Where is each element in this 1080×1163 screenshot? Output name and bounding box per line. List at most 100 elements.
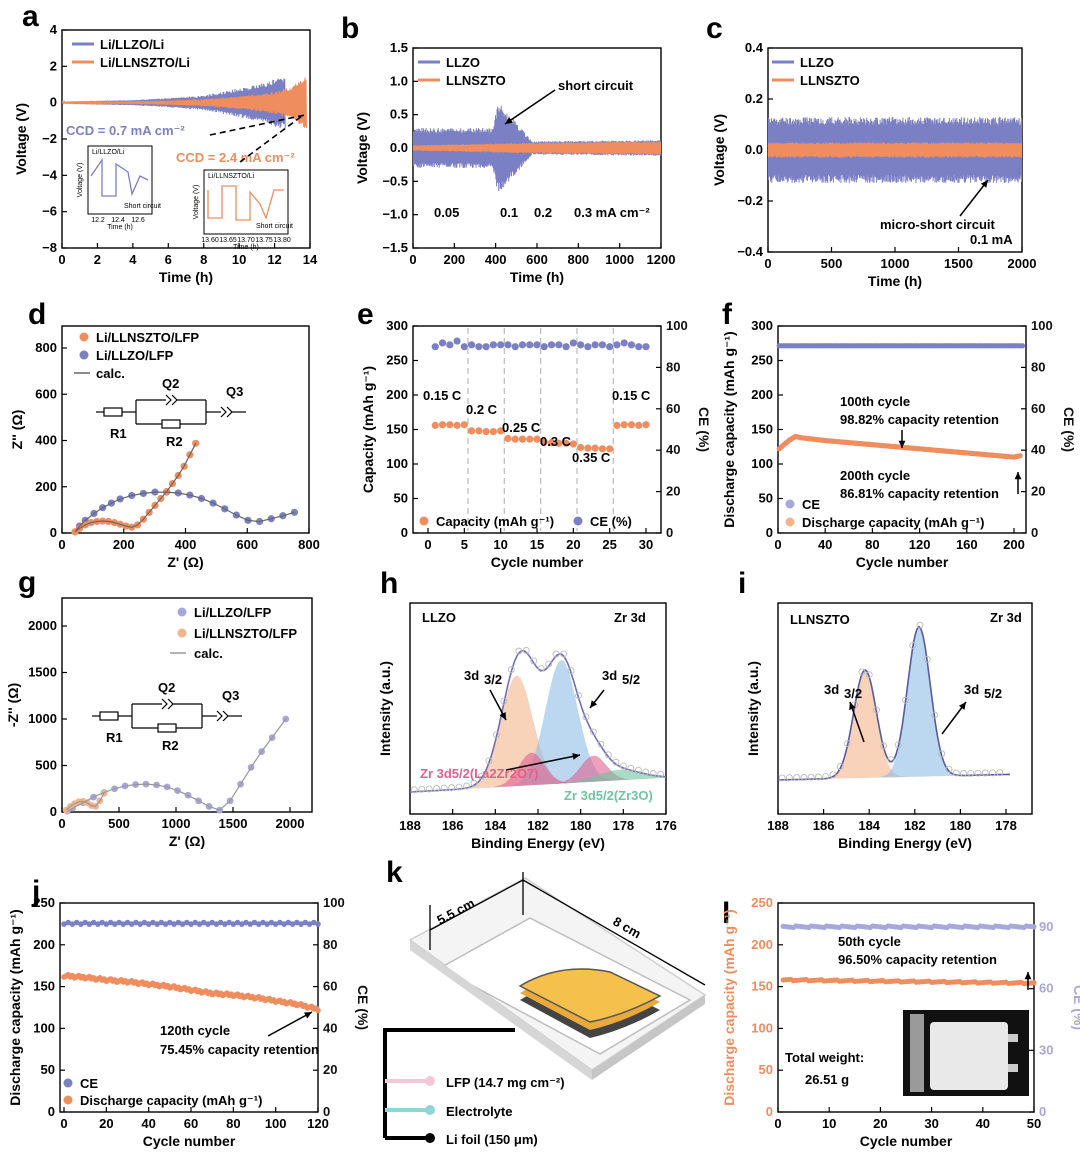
y2-tick-label: 100 [323,895,345,910]
legend-llnszto: Li/LLNSZTO/Li [100,55,190,70]
y-tick-label: 1.0 [390,73,408,88]
inset-llnszto-xtick: 13.70 [237,237,255,244]
legend-ce-marker [573,516,583,526]
x-tick-label: 8 [200,252,207,267]
point-capacity [547,439,556,447]
point-capacity [555,439,563,447]
annotation-3d52-sub: 5/2 [984,686,1002,701]
y-tick-label: 100 [751,456,773,471]
annotation-arrow-head [505,117,513,124]
annotation-ccd-llzo: CCD = 0.7 mA cm⁻² [66,123,185,138]
point-ce [260,919,266,926]
y-tick-label: −1.5 [382,240,408,255]
y-tick-label: 250 [751,353,773,368]
x-tick-label: 0 [58,537,65,552]
panel-label-i: i [738,567,746,600]
y-tick-label: 250 [751,895,773,910]
legend-calc: calc. [96,366,125,381]
layer-top [518,968,662,1023]
x-tick-label: 200 [1003,537,1025,552]
legend-llnszto-lfp-marker [79,332,89,342]
panel-label-k: k [386,856,403,889]
y-tick-label: 800 [35,340,57,355]
inset-llzo-note: Short circuit [124,203,161,210]
point-ce [61,921,67,927]
x-tick-label: 1500 [944,256,973,271]
annotation-la2zr2o7: Zr 3d5/2(La2Zr2O7) [420,766,539,781]
y2-tick-label: 20 [1031,484,1045,499]
x-tick-label: 182 [904,818,926,833]
legend-ce-marker [63,1078,73,1088]
y-axis-label: Discharge capacity (mAh g⁻¹) [7,909,23,1105]
point-ce [213,921,220,927]
y2-tick-label: 100 [1031,318,1053,333]
y-tick-label: 0 [766,525,773,540]
x-tick-label: 20 [99,1116,113,1131]
x-tick-label: 0 [764,256,771,271]
raw-data-point [492,731,500,739]
legend-discharge-marker [785,517,795,527]
series-llzo-voltage [768,116,1022,184]
raw-data-point [800,773,808,781]
point-ce [196,921,203,927]
x-tick-label: 0 [409,252,416,267]
callout-li-dot [425,1133,435,1143]
raw-data-point [522,646,530,654]
inset-llzo-xtick: 12.6 [131,217,145,224]
x-tick-label: 600 [526,252,548,267]
annotation-arrow-120 [267,1011,313,1037]
point-ce [112,921,118,927]
point-ce [569,339,577,347]
peak-la2zr2o7 [410,752,666,792]
raw-data-point [836,763,844,770]
point-ce [251,919,258,926]
y-tick-label: −2 [42,131,57,146]
annotation-100th-cycle: 100th cycle [840,394,910,409]
point-ce [86,921,93,927]
point-capacity [482,427,490,436]
raw-data-point [597,740,605,748]
annotation-3d32: 3d [464,668,479,683]
raw-data-point [545,660,553,668]
y-axis-label: Voltage (V) [711,114,727,186]
x-tick-label: 0 [774,537,781,552]
y2-tick-label: 20 [666,484,680,499]
legend-capacity-marker [419,516,429,526]
y-tick-label: 50 [759,491,773,506]
point-ce [154,921,160,927]
point-capacity [497,427,505,435]
photo-tab2 [1008,1064,1018,1072]
point-ce [547,341,556,349]
peak-3d52 [778,626,1011,780]
raw-data-point [785,774,793,782]
y-tick-label: 400 [35,433,57,448]
inset-llnszto-title: Li/LLNSZTO/Li [208,173,255,180]
raw-data-point [560,650,568,658]
x-tick-label: 40 [818,537,832,552]
point-ce [69,921,76,927]
point-discharge [315,1007,321,1014]
x-axis-label: Binding Energy (eV) [838,835,972,851]
y-tick-label: 0.2 [745,91,763,106]
y-axis-label: Discharge capacity (mAh g⁻¹) [721,909,737,1105]
y-tick-label: 0 [50,804,57,819]
point-ce [179,921,186,927]
layer-label-lfp: LFP (14.7 mg cm⁻²) [446,1075,565,1090]
point-capacity [540,438,548,446]
point-ce [281,921,287,927]
dim-line-length [522,879,706,986]
point-discharge [1031,980,1037,986]
y-tick-label: 250 [33,895,55,910]
raw-data-point [582,713,590,721]
legend-discharge-marker [63,1095,73,1105]
y-tick-label: 150 [751,422,773,437]
circuit-q2 [161,698,174,710]
x-tick-label: 0 [58,816,65,831]
x-tick-label: 25 [602,537,616,552]
point-ce [446,341,454,349]
y2-tick-label: 40 [1031,442,1045,457]
y-tick-label: 150 [386,422,408,437]
